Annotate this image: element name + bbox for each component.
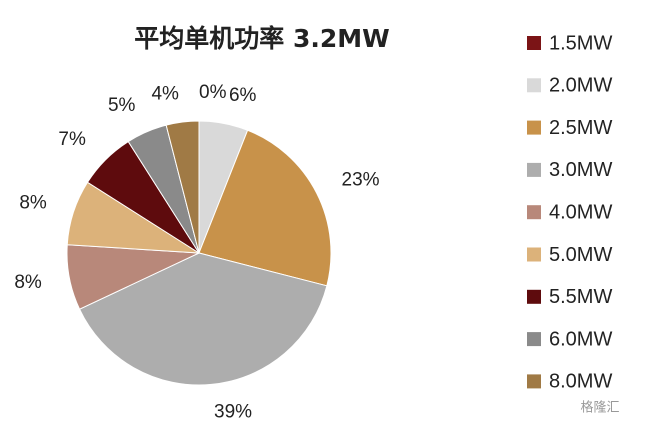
data-label: 4% — [151, 83, 179, 104]
data-label: 39% — [214, 401, 252, 422]
legend-swatch — [527, 36, 541, 50]
data-label: 8% — [14, 272, 42, 293]
legend-label: 8.0MW — [549, 371, 612, 393]
legend-swatch — [527, 205, 541, 220]
pie-slice — [78, 252, 328, 386]
legend-swatch — [527, 289, 541, 304]
legend-swatch — [527, 78, 541, 93]
legend-label: 5.5MW — [549, 286, 612, 308]
data-label: 0% — [199, 82, 227, 103]
chart-title: 平均单机功率 3.2MW — [134, 24, 389, 53]
data-label: 6% — [229, 85, 257, 106]
legend-label: 2.5MW — [549, 117, 612, 139]
legend-swatch — [527, 332, 541, 347]
legend-label: 3.0MW — [549, 159, 612, 181]
legend-swatch — [527, 120, 541, 135]
watermark: 格隆汇 — [580, 400, 619, 416]
legend-label: 1.5MW — [549, 32, 612, 54]
data-label: 8% — [19, 193, 47, 214]
pie-slice — [198, 129, 332, 287]
legend-label: 4.0MW — [549, 201, 612, 223]
legend-swatch — [527, 374, 541, 389]
data-label: 5% — [108, 95, 136, 116]
legend-label: 2.0MW — [549, 75, 612, 97]
legend-swatch — [527, 247, 541, 262]
data-label: 23% — [342, 169, 380, 190]
legend-label: 5.0MW — [549, 244, 612, 266]
legend-swatch — [527, 162, 541, 177]
legend-label: 6.0MW — [549, 328, 612, 350]
pie-slice — [165, 120, 200, 254]
data-label: 7% — [58, 129, 86, 150]
